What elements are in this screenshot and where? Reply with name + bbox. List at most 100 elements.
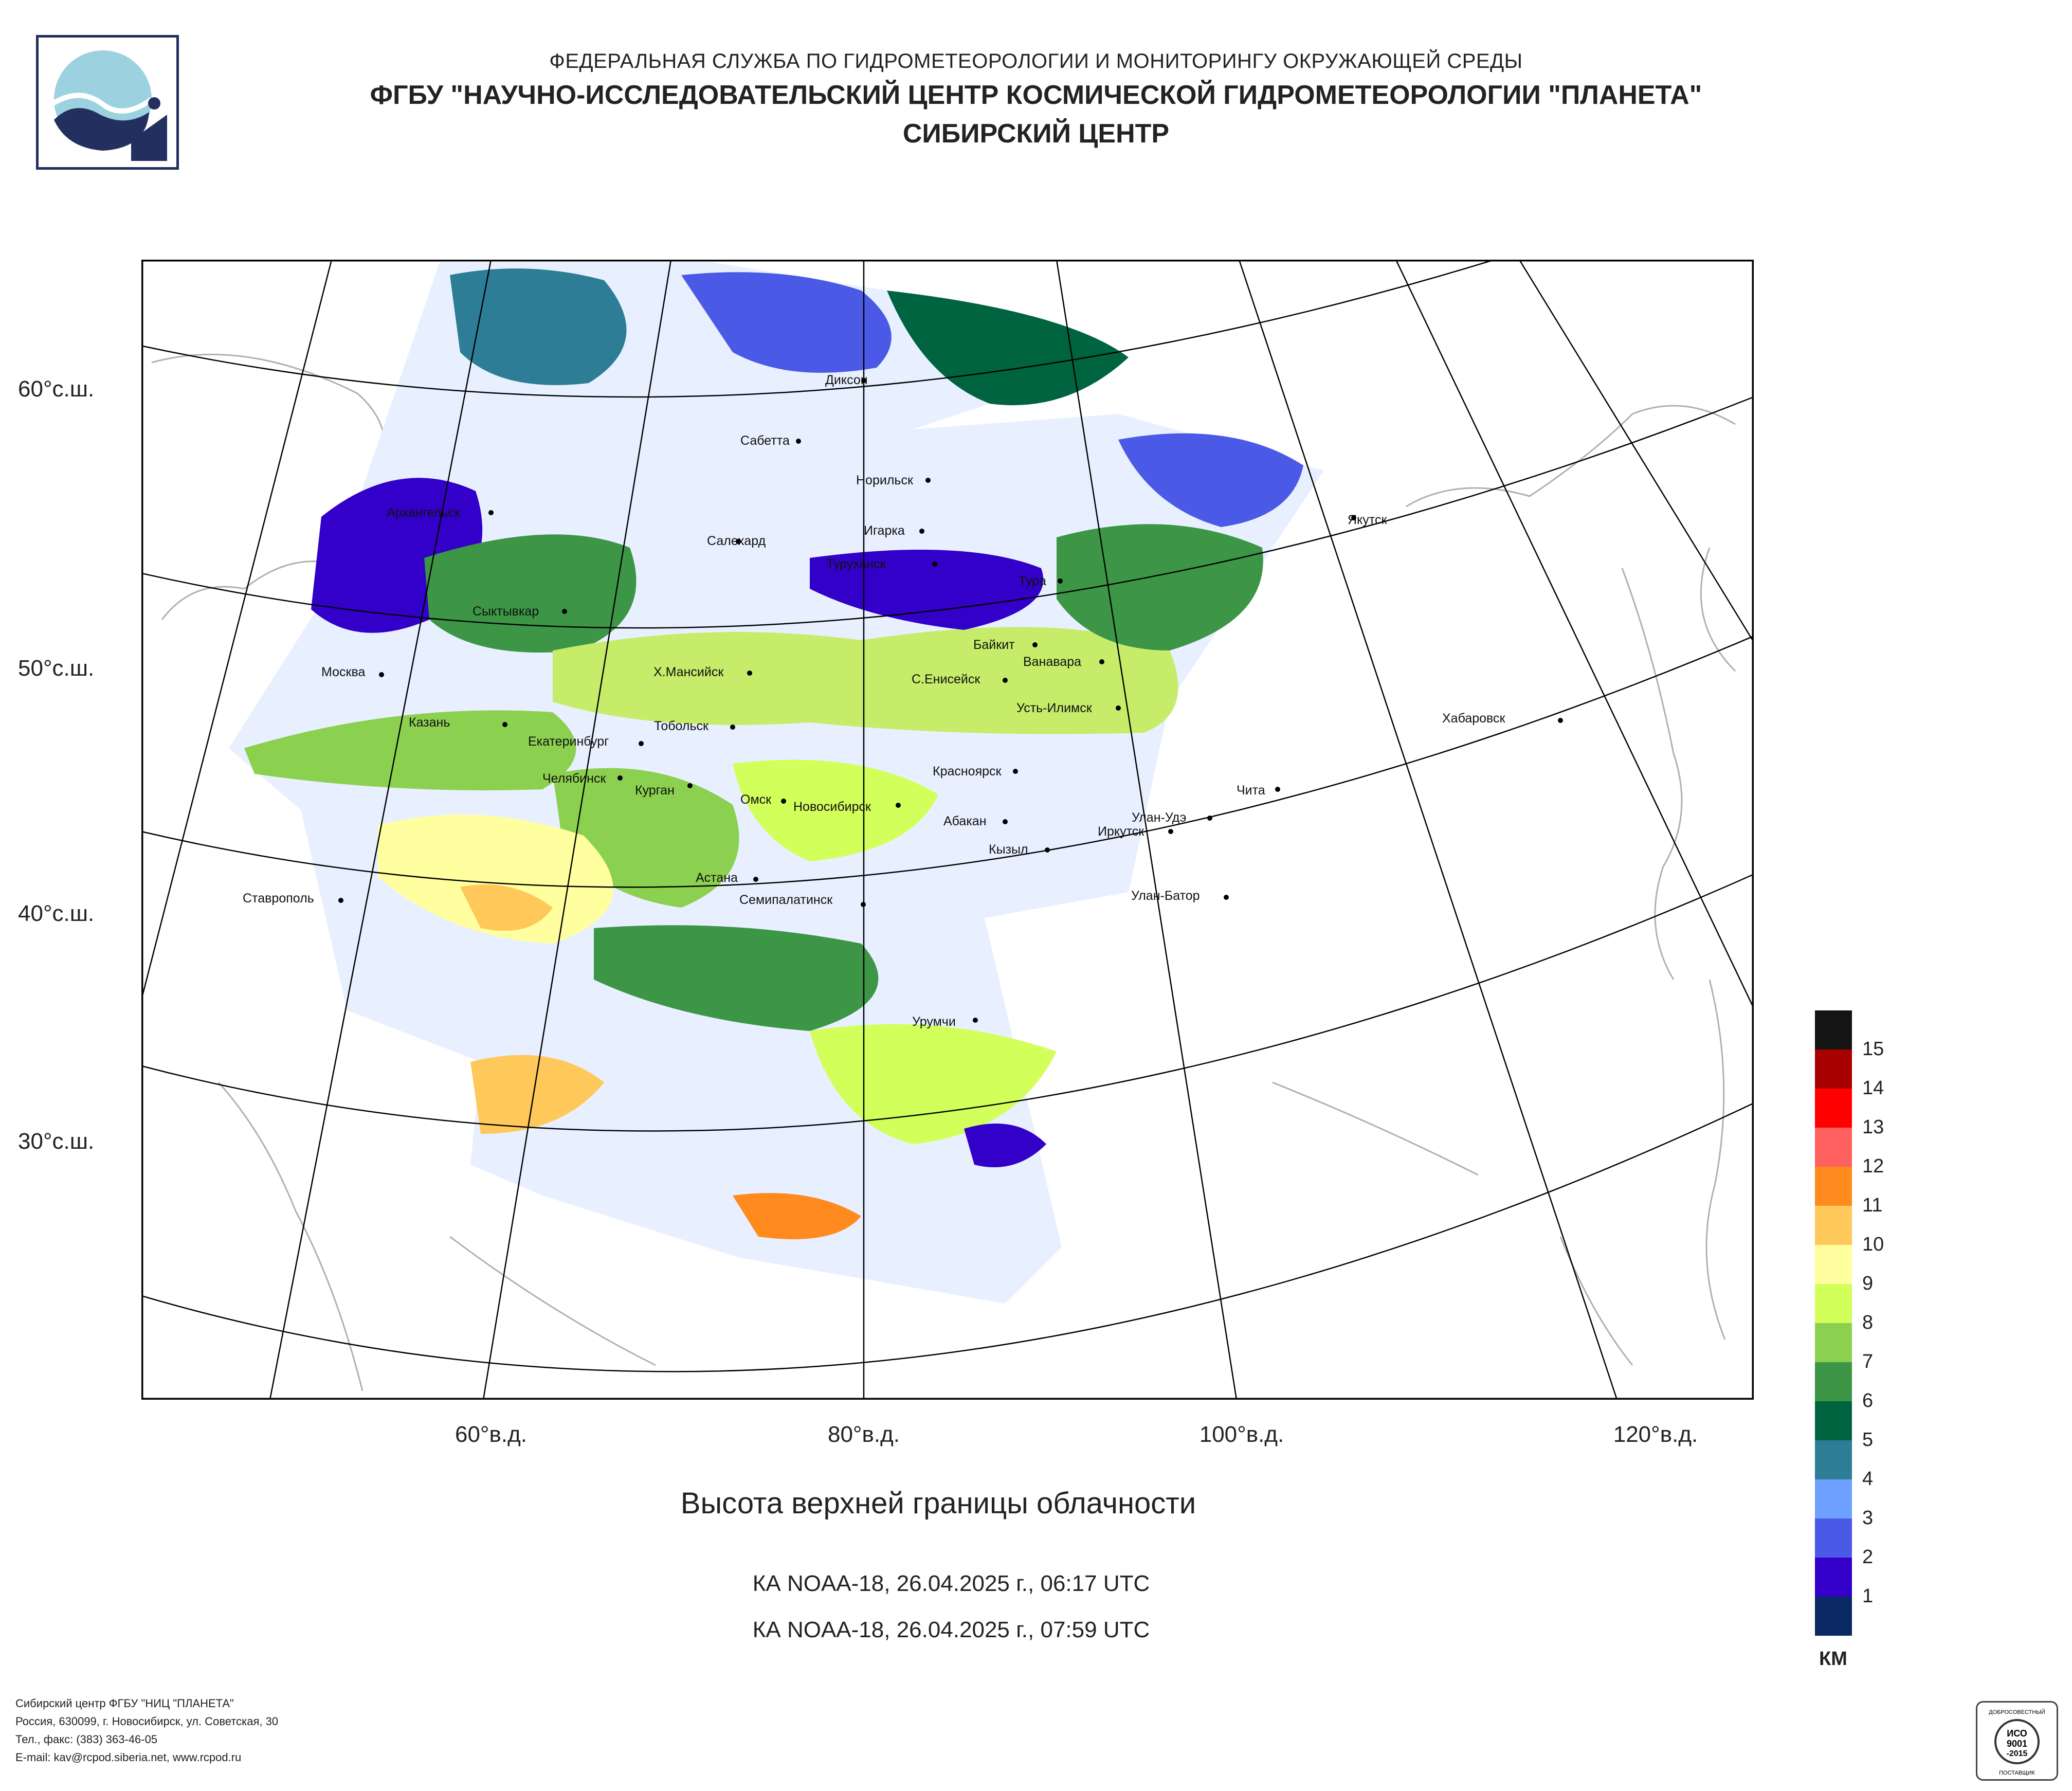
city-marker xyxy=(1275,787,1280,792)
city-marker xyxy=(1224,895,1229,900)
legend-label-11: 11 xyxy=(1862,1195,1883,1216)
city-marker xyxy=(861,902,866,907)
city-label: Сабетта xyxy=(740,433,790,448)
legend-label-13: 13 xyxy=(1862,1116,1884,1138)
legend-swatch-8 xyxy=(1815,1323,1852,1362)
city-marker xyxy=(1032,642,1038,647)
legend-swatch-6 xyxy=(1815,1401,1852,1440)
city-marker xyxy=(1351,515,1356,520)
map-title: Высота верхней границы облачности xyxy=(680,1487,1196,1520)
city-labels: ДиксонСабеттаНорильскИгаркаАрхангельскСа… xyxy=(243,373,1563,1029)
city-marker xyxy=(338,898,343,903)
city-label: Новосибирск xyxy=(793,800,871,814)
city-label: Сыктывкар xyxy=(472,604,539,619)
city-label: Кызыл xyxy=(989,842,1028,857)
cert-2015: -2015 xyxy=(2007,1749,2028,1758)
city-marker xyxy=(1099,659,1104,664)
city-marker xyxy=(1116,705,1121,711)
planeta-logo xyxy=(36,35,179,170)
lat-label-40: 40°с.ш. xyxy=(18,901,95,926)
city-label: Архангельск xyxy=(387,505,461,520)
legend-label-9: 9 xyxy=(1862,1273,1874,1294)
lon-label-60: 60°в.д. xyxy=(455,1422,528,1447)
graticule xyxy=(141,260,1754,1400)
city-label: Норильск xyxy=(856,473,914,487)
legend-swatch-11 xyxy=(1815,1206,1852,1245)
legend-swatch-14 xyxy=(1815,1089,1852,1128)
city-marker xyxy=(1003,819,1008,824)
footer-contacts: Сибирский центр ФГБУ "НИЦ "ПЛАНЕТА" Росс… xyxy=(15,1694,278,1766)
subtitle-pass1: КА NOAA-18, 26.04.2025 г., 06:17 UTC xyxy=(752,1571,1150,1596)
city-marker xyxy=(562,609,567,614)
header-line2: ФГБУ "НАУЧНО-ИССЛЕДОВАТЕЛЬСКИЙ ЦЕНТР КОС… xyxy=(370,80,1702,110)
city-marker xyxy=(932,562,937,567)
footer-address: Россия, 630099, г. Новосибирск, ул. Сове… xyxy=(15,1715,279,1728)
city-label: Абакан xyxy=(943,814,987,828)
city-label: Усть-Илимск xyxy=(1016,701,1093,715)
cert-text-top: ДОБРОСОВЕСТНЫЙ xyxy=(1989,1709,2045,1715)
city-marker xyxy=(730,725,735,730)
city-marker xyxy=(687,783,693,788)
cert-text-bottom: ПОСТАВЩИК xyxy=(1999,1770,2035,1776)
city-marker xyxy=(796,439,801,444)
city-label: Красноярск xyxy=(933,764,1002,779)
legend-swatch-3 xyxy=(1815,1518,1852,1558)
legend-swatch-7 xyxy=(1815,1362,1852,1401)
city-marker xyxy=(1058,578,1063,584)
legend-swatch-1 xyxy=(1815,1597,1852,1636)
legend-label-15: 15 xyxy=(1862,1038,1884,1060)
city-label: Ванавара xyxy=(1023,655,1081,669)
legend-label-4: 4 xyxy=(1862,1468,1874,1490)
city-marker xyxy=(747,671,752,676)
city-marker xyxy=(502,722,507,727)
city-label: Игарка xyxy=(864,523,905,538)
city-label: Курган xyxy=(635,783,675,798)
legend-swatch-top xyxy=(1815,1010,1852,1050)
footer-email: E-mail: kav@rcpod.siberia.net, www.rcpod… xyxy=(15,1751,242,1764)
header-line3: СИБИРСКИЙ ЦЕНТР xyxy=(902,119,1170,149)
city-label: Москва xyxy=(321,665,365,679)
legend-label-8: 8 xyxy=(1862,1312,1874,1333)
city-label: Урумчи xyxy=(912,1015,956,1029)
footer-phone: Тел., факс: (383) 363-46-05 xyxy=(15,1733,158,1746)
legend-label-3: 3 xyxy=(1862,1507,1874,1529)
city-marker xyxy=(753,877,758,882)
legend-swatch-4 xyxy=(1815,1479,1852,1518)
city-label: Иркутск xyxy=(1098,824,1144,839)
city-marker xyxy=(1558,718,1563,723)
legend-swatch-2 xyxy=(1815,1558,1852,1597)
legend-unit: КМ xyxy=(1819,1648,1847,1670)
city-label: Семипалатинск xyxy=(739,893,833,907)
header: ФЕДЕРАЛЬНАЯ СЛУЖБА ПО ГИДРОМЕТЕОРОЛОГИИ … xyxy=(0,46,2072,154)
city-marker xyxy=(617,775,623,781)
legend-label-2: 2 xyxy=(1862,1546,1874,1568)
city-marker xyxy=(736,539,741,544)
city-label: Улан-Батор xyxy=(1131,889,1200,903)
city-marker xyxy=(639,741,644,746)
lat-label-50: 50°с.ш. xyxy=(18,656,95,681)
legend-swatch-13 xyxy=(1815,1128,1852,1167)
iso-certificate-badge: ДОБРОСОВЕСТНЫЙ ИСО 9001 -2015 ПОСТАВЩИК xyxy=(1976,1701,2058,1781)
city-marker xyxy=(861,378,866,383)
city-label: Чита xyxy=(1237,783,1265,798)
city-label: Екатеринбург xyxy=(528,734,609,749)
city-label: Тобольск xyxy=(654,719,709,733)
city-label: Хабаровск xyxy=(1442,711,1506,726)
coastlines xyxy=(151,353,1736,1391)
city-marker xyxy=(925,478,931,483)
city-marker xyxy=(919,529,924,534)
legend-label-6: 6 xyxy=(1862,1390,1874,1412)
legend-swatch-10 xyxy=(1815,1245,1852,1284)
subtitle-pass2: КА NOAA-18, 26.04.2025 г., 07:59 UTC xyxy=(752,1617,1150,1642)
city-label: Астана xyxy=(696,871,738,885)
lon-label-120: 120°в.д. xyxy=(1613,1422,1698,1447)
city-label: Байкит xyxy=(973,638,1015,652)
lon-label-100: 100°в.д. xyxy=(1199,1422,1284,1447)
city-marker xyxy=(1207,816,1212,821)
legend-label-1: 1 xyxy=(1862,1585,1874,1607)
city-marker xyxy=(1003,678,1008,683)
legend-swatch-12 xyxy=(1815,1167,1852,1206)
city-label: Улан-Удэ xyxy=(1132,810,1186,825)
city-marker xyxy=(1013,769,1018,774)
city-marker xyxy=(1168,829,1173,834)
